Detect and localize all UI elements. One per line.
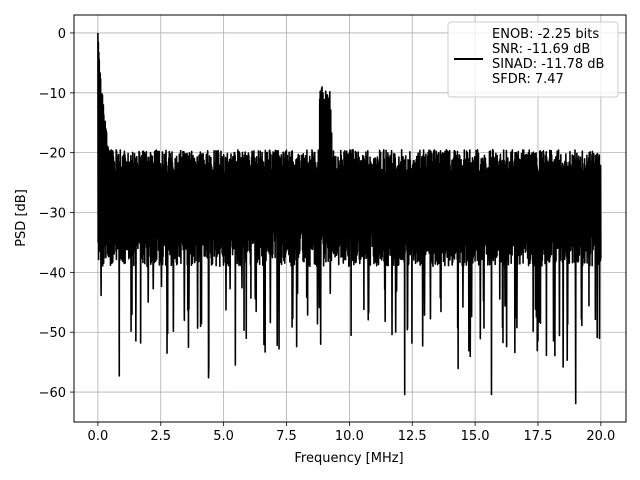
y-tick-label: −10 — [39, 87, 66, 102]
y-tick-label: −60 — [39, 386, 66, 401]
axis-ticks: 0.0 2.5 5.0 7.5 10.0 12.5 15.0 17.5 20.0 0 −10 −20 −… — [39, 27, 616, 444]
legend-sfdr: SFDR: 7.47 — [492, 72, 564, 87]
psd-series-line — [97, 32, 602, 405]
x-tick-label: 15.0 — [461, 429, 490, 444]
legend: ENOB: -2.25 bits SNR: -11.69 dB SINAD: -… — [447, 21, 619, 98]
x-tick-label: 0.0 — [88, 429, 109, 444]
y-tick-label: 0 — [58, 27, 66, 42]
x-tick-label: 10.0 — [335, 429, 364, 444]
plot-frame — [73, 14, 627, 423]
x-axis-label: Frequency [MHz] — [294, 451, 403, 466]
y-tick-label: −50 — [39, 326, 66, 341]
x-tick-label: 20.0 — [586, 429, 615, 444]
x-tick-label: 12.5 — [398, 429, 427, 444]
legend-box — [447, 21, 619, 98]
y-tick-label: −40 — [39, 266, 66, 281]
x-tick-label: 7.5 — [276, 429, 297, 444]
legend-sinad: SINAD: -11.78 dB — [492, 57, 604, 72]
y-tick-label: −20 — [39, 147, 66, 162]
x-tick-label: 2.5 — [150, 429, 171, 444]
legend-snr: SNR: -11.69 dB — [492, 42, 590, 57]
y-axis-label: PSD [dB] — [14, 189, 29, 247]
x-tick-label: 5.0 — [213, 429, 234, 444]
legend-enob: ENOB: -2.25 bits — [492, 27, 599, 42]
psd-trace-layer — [97, 32, 602, 405]
y-tick-label: −30 — [39, 207, 66, 222]
x-tick-label: 17.5 — [524, 429, 553, 444]
